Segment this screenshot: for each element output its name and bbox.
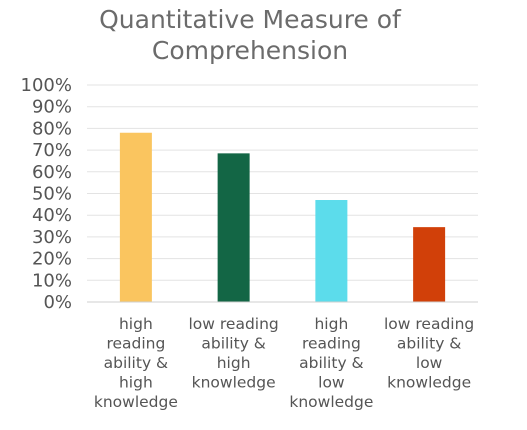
y-axis-ticks: 0%10%20%30%40%50%60%70%80%90%100%: [21, 75, 72, 313]
y-tick-label: 20%: [32, 249, 72, 270]
y-tick-label: 80%: [32, 118, 72, 139]
bar: [413, 227, 446, 302]
y-tick-label: 70%: [32, 140, 72, 161]
y-tick-label: 40%: [32, 205, 72, 226]
y-tick-label: 100%: [21, 75, 72, 96]
bar: [217, 153, 250, 302]
y-tick-label: 60%: [32, 162, 72, 183]
bars: [119, 132, 446, 302]
gridlines: [87, 84, 478, 281]
x-category-label: high reading ability & low knowledge: [289, 315, 373, 411]
y-tick-label: 30%: [32, 227, 72, 248]
x-category-label: low reading ability & low knowledge: [384, 315, 474, 392]
y-tick-label: 0%: [43, 292, 72, 313]
chart-title-line-1: Quantitative Measure of: [99, 5, 402, 34]
y-tick-label: 90%: [32, 97, 72, 118]
y-tick-label: 10%: [32, 270, 72, 291]
x-category-label: low reading ability & high knowledge: [188, 315, 278, 392]
y-tick-label: 50%: [32, 184, 72, 205]
bar: [119, 132, 152, 302]
chart-title-line-2: Comprehension: [152, 36, 348, 65]
x-category-label: high reading ability & high knowledge: [94, 315, 178, 411]
bar: [315, 200, 348, 302]
